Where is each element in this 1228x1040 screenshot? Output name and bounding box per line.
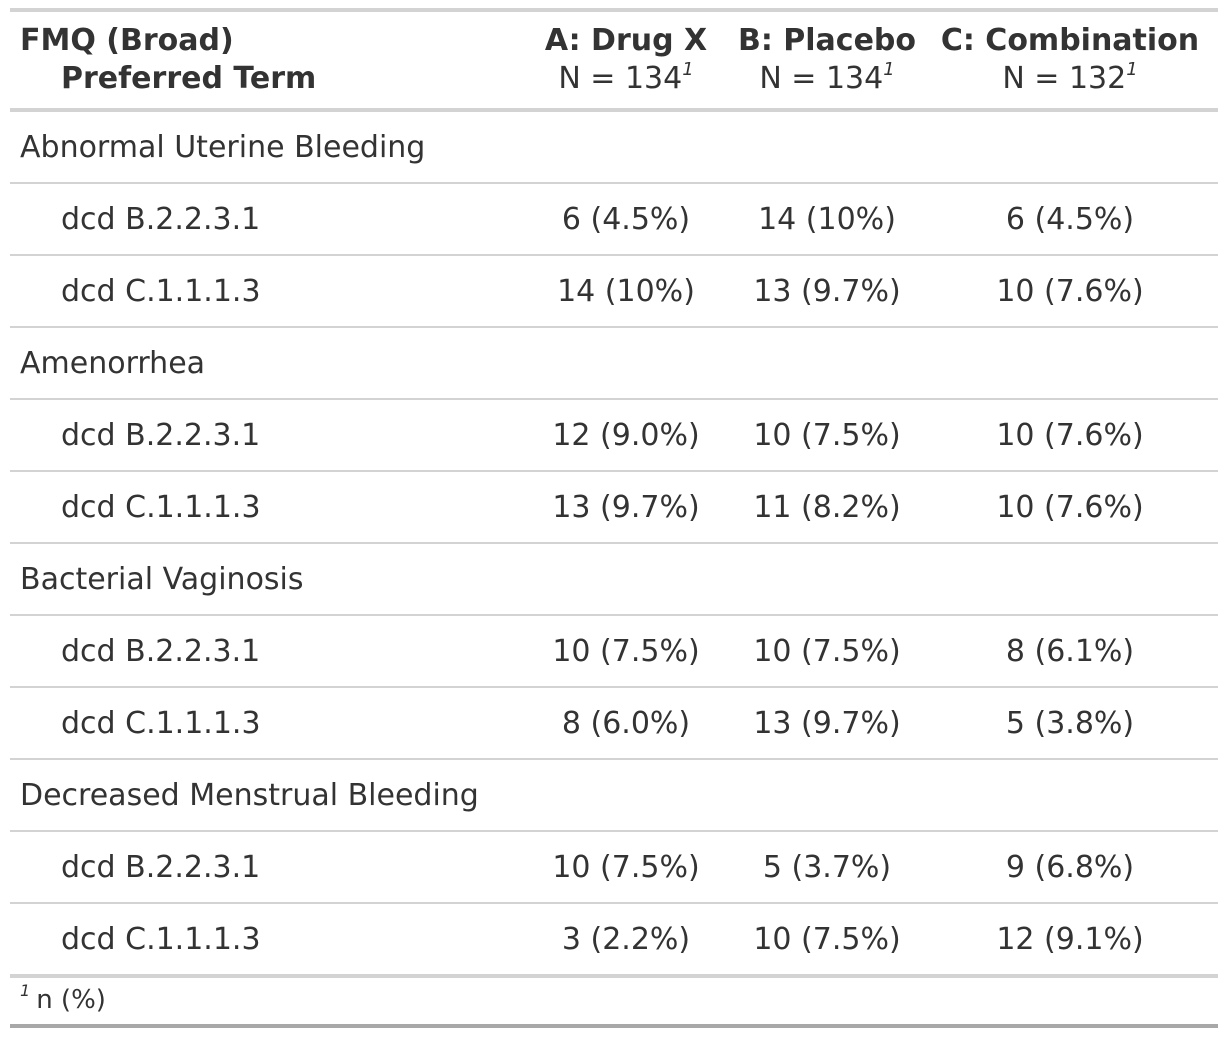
arm-b-value-cell: 5 (3.7%)	[732, 831, 922, 904]
group-row: Decreased Menstrual Bleeding	[10, 759, 1218, 832]
table-row: dcd B.2.2.3.1 10 (7.5%) 5 (3.7%) 9 (6.8%…	[10, 831, 1218, 904]
arm-c-value-cell: 10 (7.6%)	[922, 255, 1218, 328]
preferred-term-cell: dcd B.2.2.3.1	[10, 615, 520, 688]
arm-b-value-cell: 13 (9.7%)	[732, 255, 922, 328]
arm-b-footnote-mark: 1	[883, 59, 895, 80]
arm-a-name: A: Drug X	[544, 23, 708, 58]
preferred-term-cell: dcd C.1.1.1.3	[10, 903, 520, 978]
group-label: Bacterial Vaginosis	[10, 543, 1218, 616]
arm-c-value-cell: 6 (4.5%)	[922, 183, 1218, 256]
group-label: Abnormal Uterine Bleeding	[10, 110, 1218, 184]
table-header: FMQ (Broad) Preferred Term A: Drug X N =…	[10, 8, 1218, 112]
arm-c-value-cell: 10 (7.6%)	[922, 471, 1218, 544]
group-row: Bacterial Vaginosis	[10, 543, 1218, 616]
group-label: Decreased Menstrual Bleeding	[10, 759, 1218, 832]
arm-b-count: N = 1341	[732, 60, 922, 98]
arm-a-header: A: Drug X N = 1341	[520, 8, 732, 112]
summary-table-container: FMQ (Broad) Preferred Term A: Drug X N =…	[10, 8, 1218, 1028]
arm-a-value-cell: 3 (2.2%)	[520, 903, 732, 978]
footnote-text: n (%)	[36, 985, 106, 1015]
arm-a-n: N = 134	[558, 61, 683, 96]
arm-b-value-cell: 13 (9.7%)	[732, 687, 922, 760]
preferred-term-cell: dcd C.1.1.1.3	[10, 687, 520, 760]
arm-c-count: N = 1321	[922, 60, 1218, 98]
arm-b-value-cell: 10 (7.5%)	[732, 615, 922, 688]
arm-a-footnote-mark: 1	[682, 59, 694, 80]
table-row: dcd B.2.2.3.1 6 (4.5%) 14 (10%) 6 (4.5%)	[10, 183, 1218, 256]
group-row: Amenorrhea	[10, 327, 1218, 400]
group-label: Amenorrhea	[10, 327, 1218, 400]
arm-b-value-cell: 10 (7.5%)	[732, 903, 922, 978]
fmq-header-label: FMQ (Broad)	[20, 23, 234, 58]
table-row: dcd C.1.1.1.3 8 (6.0%) 13 (9.7%) 5 (3.8%…	[10, 687, 1218, 760]
preferred-term-cell: dcd B.2.2.3.1	[10, 831, 520, 904]
arm-b-n: N = 134	[759, 61, 884, 96]
arm-b-value-cell: 14 (10%)	[732, 183, 922, 256]
arm-a-value-cell: 13 (9.7%)	[520, 471, 732, 544]
arm-c-value-cell: 9 (6.8%)	[922, 831, 1218, 904]
arm-c-footnote-mark: 1	[1126, 59, 1138, 80]
preferred-term-cell: dcd C.1.1.1.3	[10, 255, 520, 328]
adverse-events-table: FMQ (Broad) Preferred Term A: Drug X N =…	[10, 8, 1218, 1028]
arm-a-value-cell: 14 (10%)	[520, 255, 732, 328]
arm-c-name: C: Combination	[940, 23, 1200, 58]
arm-a-count: N = 1341	[520, 60, 732, 98]
arm-c-n: N = 132	[1002, 61, 1127, 96]
arm-a-value-cell: 10 (7.5%)	[520, 615, 732, 688]
arm-c-value-cell: 10 (7.6%)	[922, 399, 1218, 472]
arm-b-name: B: Placebo	[737, 23, 917, 58]
arm-c-value-cell: 12 (9.1%)	[922, 903, 1218, 978]
arm-a-value-cell: 10 (7.5%)	[520, 831, 732, 904]
arm-b-value-cell: 11 (8.2%)	[732, 471, 922, 544]
preferred-term-cell: dcd C.1.1.1.3	[10, 471, 520, 544]
arm-a-value-cell: 6 (4.5%)	[520, 183, 732, 256]
preferred-term-cell: dcd B.2.2.3.1	[10, 399, 520, 472]
footnote-mark: 1	[20, 981, 31, 1001]
preferred-term-cell: dcd B.2.2.3.1	[10, 183, 520, 256]
arm-a-value-cell: 12 (9.0%)	[520, 399, 732, 472]
arm-c-value-cell: 8 (6.1%)	[922, 615, 1218, 688]
label-column-header: FMQ (Broad) Preferred Term	[10, 8, 520, 112]
group-row: Abnormal Uterine Bleeding	[10, 110, 1218, 184]
table-row: dcd C.1.1.1.3 3 (2.2%) 10 (7.5%) 12 (9.1…	[10, 903, 1218, 978]
preferred-term-header-label: Preferred Term	[61, 61, 317, 96]
table-row: dcd C.1.1.1.3 13 (9.7%) 11 (8.2%) 10 (7.…	[10, 471, 1218, 544]
table-row: dcd B.2.2.3.1 10 (7.5%) 10 (7.5%) 8 (6.1…	[10, 615, 1218, 688]
arm-c-header: C: Combination N = 1321	[922, 8, 1218, 112]
table-body: Abnormal Uterine Bleeding dcd B.2.2.3.1 …	[10, 110, 1218, 978]
arm-b-value-cell: 10 (7.5%)	[732, 399, 922, 472]
arm-b-header: B: Placebo N = 1341	[732, 8, 922, 112]
header-row: FMQ (Broad) Preferred Term A: Drug X N =…	[10, 8, 1218, 112]
arm-c-value-cell: 5 (3.8%)	[922, 687, 1218, 760]
table-row: dcd B.2.2.3.1 12 (9.0%) 10 (7.5%) 10 (7.…	[10, 399, 1218, 472]
table-row: dcd C.1.1.1.3 14 (10%) 13 (9.7%) 10 (7.6…	[10, 255, 1218, 328]
arm-a-value-cell: 8 (6.0%)	[520, 687, 732, 760]
